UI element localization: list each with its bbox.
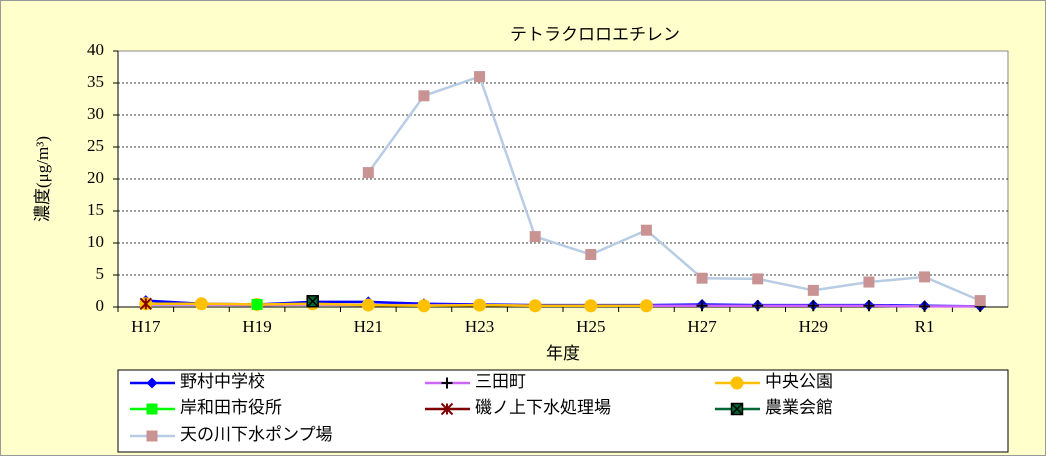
data-point — [139, 297, 153, 311]
data-point — [863, 300, 875, 312]
data-point — [752, 300, 764, 312]
x-axis-label: 年度 — [546, 344, 580, 363]
x-tick-label: H21 — [354, 317, 383, 336]
legend-label: 中央公園 — [765, 372, 833, 391]
y-tick-label: 30 — [87, 104, 104, 123]
legend-marker — [730, 402, 744, 416]
data-point — [474, 71, 486, 83]
legend-marker — [441, 377, 453, 389]
chart-title: テトラクロロエチレン — [510, 25, 680, 44]
x-tick-label: H25 — [576, 317, 605, 336]
x-tick-label: H27 — [687, 317, 717, 336]
data-point — [418, 90, 430, 102]
y-tick-label: 10 — [87, 232, 104, 251]
legend-label: 野村中学校 — [180, 372, 265, 391]
x-tick-label: H17 — [131, 317, 161, 336]
x-tick-label: H23 — [465, 317, 494, 336]
data-point — [919, 271, 931, 283]
data-point — [251, 298, 263, 310]
data-point — [306, 294, 319, 308]
data-point — [974, 295, 986, 307]
series-line — [367, 75, 981, 302]
data-point — [639, 299, 653, 313]
legend-marker — [730, 376, 744, 390]
data-point — [640, 224, 652, 236]
legend-label: 三田町 — [475, 372, 526, 391]
y-tick-label: 15 — [87, 200, 104, 219]
data-point — [696, 300, 708, 312]
data-point — [194, 297, 208, 311]
y-tick-label: 25 — [87, 136, 104, 155]
data-point — [807, 300, 819, 312]
legend-label: 天の川下水ポンプ場 — [180, 425, 333, 444]
data-point — [417, 299, 431, 313]
data-point — [919, 300, 931, 312]
data-point — [528, 299, 542, 313]
data-point — [696, 272, 708, 284]
data-point — [807, 284, 819, 296]
legend-marker — [146, 377, 158, 389]
data-point — [529, 231, 541, 243]
y-tick-label: 40 — [87, 40, 104, 59]
legend-label: 岸和田市役所 — [180, 398, 282, 417]
data-point — [362, 167, 374, 179]
y-tick-label: 0 — [96, 296, 105, 315]
legend — [117, 369, 1009, 453]
data-point — [863, 276, 875, 288]
series-line — [145, 302, 647, 307]
x-tick-label: H19 — [242, 317, 271, 336]
legend-marker — [146, 403, 158, 415]
legend-label: 農業会館 — [765, 398, 833, 417]
data-point — [361, 298, 375, 312]
y-tick-label: 5 — [96, 264, 105, 283]
legend-label: 磯ノ上下水処理場 — [475, 398, 611, 417]
x-tick-label: R1 — [915, 317, 935, 336]
y-tick-label: 20 — [87, 168, 104, 187]
data-point — [473, 298, 487, 312]
y-axis-label: 濃度(μg/m³) — [33, 136, 52, 222]
data-point — [584, 299, 598, 313]
data-point — [585, 249, 597, 261]
data-point — [752, 273, 764, 285]
y-tick-label: 35 — [87, 72, 104, 91]
legend-marker — [440, 402, 454, 416]
legend-marker — [146, 430, 158, 442]
x-tick-label: H29 — [799, 317, 828, 336]
